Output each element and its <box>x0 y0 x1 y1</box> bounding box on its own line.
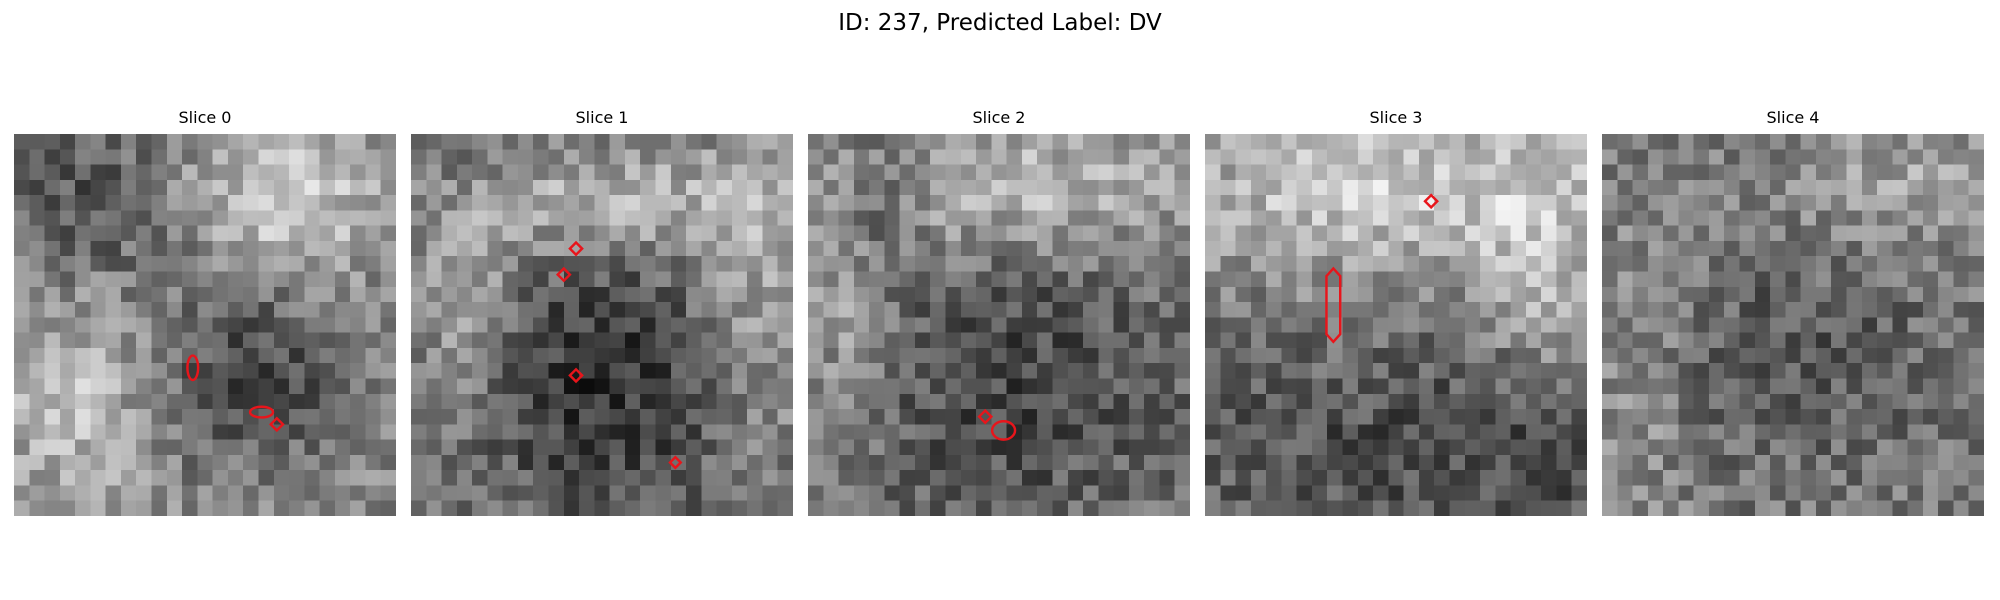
pixel-grid <box>1205 134 1587 516</box>
contour-1 <box>1423 193 1439 210</box>
contour-1 <box>990 420 1017 441</box>
contour-1 <box>555 266 572 283</box>
pixel-grid <box>14 134 396 516</box>
pixel-grid <box>1602 134 1984 516</box>
slice-panel-4: Slice 4 <box>1602 108 1984 516</box>
slice-title: Slice 3 <box>1369 108 1423 127</box>
slice-panel-1: Slice 1 <box>411 108 793 516</box>
slice-title: Slice 4 <box>1766 108 1820 127</box>
slice-title: Slice 0 <box>178 108 232 127</box>
slice-title: Slice 2 <box>972 108 1026 127</box>
contour-3 <box>668 455 683 470</box>
contour-0 <box>977 408 994 425</box>
contour-2 <box>568 367 584 384</box>
slice-image <box>14 134 396 516</box>
figure-title: ID: 237, Predicted Label: DV <box>838 10 1162 36</box>
slice-panel-3: Slice 3 <box>1205 108 1587 516</box>
contour-0 <box>1325 266 1342 344</box>
slice-image <box>1205 134 1587 516</box>
slice-image <box>411 134 793 516</box>
slice-panel-2: Slice 2 <box>808 108 1190 516</box>
contour-0 <box>568 240 584 257</box>
pixel-grid <box>808 134 1190 516</box>
slice-image <box>1602 134 1984 516</box>
slice-image <box>808 134 1190 516</box>
contour-0 <box>186 354 200 382</box>
contour-2 <box>268 416 285 433</box>
pixel-grid <box>411 134 793 516</box>
slice-panel-0: Slice 0 <box>14 108 396 516</box>
contour-1 <box>248 405 275 419</box>
slice-title: Slice 1 <box>575 108 629 127</box>
